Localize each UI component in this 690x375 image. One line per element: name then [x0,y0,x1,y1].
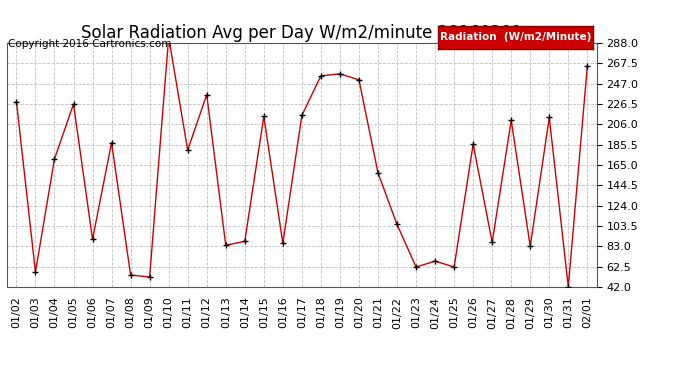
Text: Radiation  (W/m2/Minute): Radiation (W/m2/Minute) [440,33,591,42]
Text: Copyright 2016 Cartronics.com: Copyright 2016 Cartronics.com [8,39,172,50]
Title: Solar Radiation Avg per Day W/m2/minute 20160201: Solar Radiation Avg per Day W/m2/minute … [81,24,522,42]
